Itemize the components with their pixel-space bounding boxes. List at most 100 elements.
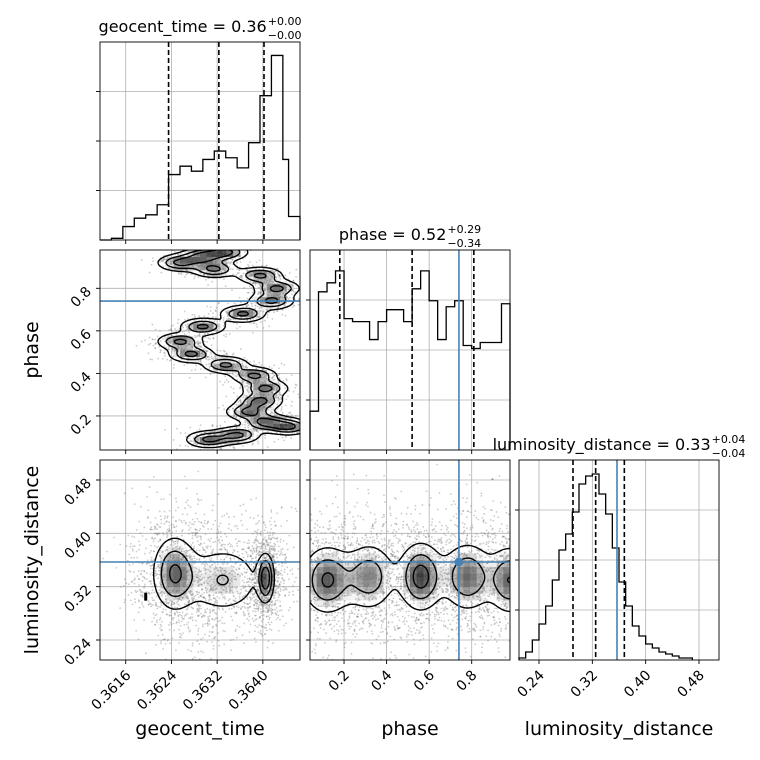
density-cell bbox=[260, 276, 268, 284]
scatter-point bbox=[209, 610, 212, 613]
scatter-point bbox=[190, 564, 193, 567]
scatter-point bbox=[189, 506, 192, 509]
scatter-point bbox=[261, 607, 264, 610]
scatter-point bbox=[255, 406, 258, 409]
scatter-point bbox=[178, 636, 181, 638]
scatter-point bbox=[199, 259, 202, 262]
axes-frame bbox=[99, 41, 301, 241]
scatter-point bbox=[234, 538, 237, 540]
scatter-point bbox=[279, 572, 282, 575]
scatter-point bbox=[258, 307, 261, 310]
scatter-point bbox=[181, 597, 184, 600]
scatter-point bbox=[166, 516, 169, 519]
scatter-point bbox=[277, 614, 280, 617]
scatter-point bbox=[176, 548, 179, 551]
scatter-point bbox=[216, 264, 219, 267]
scatter-point bbox=[154, 338, 157, 341]
scatter-point bbox=[252, 548, 255, 550]
scatter-point bbox=[197, 359, 200, 362]
scatter-point bbox=[263, 289, 266, 291]
scatter-point bbox=[270, 547, 273, 550]
scatter-point bbox=[217, 620, 220, 623]
scatter-point bbox=[150, 526, 153, 529]
scatter-point bbox=[280, 408, 283, 410]
scatter-point bbox=[171, 349, 174, 352]
scatter-point bbox=[198, 334, 201, 336]
scatter-point bbox=[178, 572, 181, 574]
scatter-point bbox=[138, 584, 140, 586]
scatter-point bbox=[228, 431, 231, 433]
scatter-point bbox=[170, 609, 173, 612]
scatter-point bbox=[213, 253, 215, 256]
scatter-point bbox=[256, 401, 259, 404]
scatter-point bbox=[267, 580, 269, 583]
density-cell bbox=[260, 396, 268, 404]
scatter-point bbox=[273, 270, 276, 273]
scatter-point bbox=[211, 325, 213, 327]
scatter-point bbox=[197, 257, 200, 260]
scatter-point bbox=[243, 567, 245, 570]
scatter-point bbox=[235, 403, 238, 406]
scatter-point bbox=[274, 548, 276, 551]
scatter-point bbox=[198, 260, 201, 263]
scatter-point bbox=[198, 610, 200, 613]
scatter-point bbox=[273, 271, 275, 274]
scatter-point bbox=[275, 613, 278, 616]
scatter-point bbox=[260, 595, 263, 598]
scatter-point bbox=[159, 349, 162, 351]
scatter-point bbox=[234, 628, 237, 631]
scatter-point bbox=[186, 596, 189, 598]
scatter-point bbox=[166, 574, 169, 576]
scatter-point bbox=[267, 615, 270, 618]
scatter-point bbox=[208, 615, 211, 617]
scatter-point bbox=[226, 262, 229, 265]
scatter-point bbox=[259, 293, 262, 296]
scatter-point bbox=[266, 313, 269, 316]
scatter-point bbox=[251, 407, 254, 410]
scatter-point bbox=[171, 558, 174, 560]
scatter-point bbox=[171, 260, 174, 263]
scatter-point bbox=[236, 268, 238, 271]
scatter-point bbox=[273, 596, 276, 599]
scatter-point bbox=[263, 372, 266, 375]
axes-frame bbox=[518, 459, 720, 661]
scatter-point bbox=[264, 569, 267, 572]
scatter-point bbox=[227, 516, 230, 518]
scatter-point bbox=[294, 383, 297, 386]
scatter-point bbox=[222, 608, 224, 611]
hist-panel-phase: phase = 0.52 +0.29−0.34 bbox=[306, 223, 511, 454]
scatter-point bbox=[200, 535, 202, 538]
scatter-point bbox=[257, 564, 260, 567]
scatter-point bbox=[264, 604, 267, 606]
scatter-point bbox=[271, 411, 274, 414]
scatter-point bbox=[259, 632, 262, 635]
scatter-point bbox=[264, 584, 267, 586]
scatter-point bbox=[278, 274, 281, 277]
scatter-point bbox=[235, 416, 238, 419]
scatter-point bbox=[218, 541, 221, 544]
scatter-point bbox=[161, 550, 164, 553]
scatter-point bbox=[246, 291, 249, 294]
scatter-point bbox=[245, 305, 248, 308]
scatter-point bbox=[265, 395, 267, 398]
scatter-point bbox=[263, 289, 266, 292]
scatter-point bbox=[239, 593, 241, 596]
scatter-point bbox=[209, 587, 212, 590]
scatter-point bbox=[154, 572, 157, 575]
scatter-point bbox=[155, 613, 158, 616]
scatter-point bbox=[138, 600, 140, 603]
scatter-point bbox=[215, 591, 217, 594]
scatter-point bbox=[175, 545, 177, 548]
scatter-point bbox=[251, 552, 254, 555]
scatter-point bbox=[219, 380, 222, 383]
scatter-point bbox=[260, 321, 262, 323]
scatter-point bbox=[255, 547, 258, 550]
scatter-point bbox=[271, 600, 274, 603]
scatter-point bbox=[233, 570, 236, 573]
scatter-point bbox=[262, 543, 265, 545]
scatter-point bbox=[181, 351, 184, 354]
scatter-point bbox=[167, 585, 170, 588]
scatter-point bbox=[284, 557, 287, 559]
scatter-point bbox=[267, 537, 270, 539]
